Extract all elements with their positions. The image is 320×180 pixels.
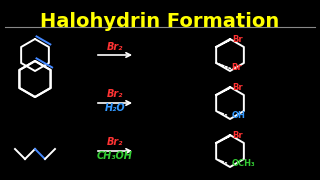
Text: Br: Br [232, 35, 243, 44]
Text: Br₂: Br₂ [107, 42, 123, 52]
Polygon shape [215, 40, 230, 47]
Text: Br: Br [231, 64, 242, 73]
Polygon shape [215, 88, 230, 95]
Text: Br: Br [232, 132, 243, 141]
Text: OH: OH [231, 111, 245, 120]
Text: OCH₃: OCH₃ [231, 159, 255, 168]
Polygon shape [215, 136, 230, 143]
Text: Br₂: Br₂ [107, 89, 123, 99]
Text: Halohydrin Formation: Halohydrin Formation [40, 12, 280, 31]
Text: Br: Br [232, 84, 243, 93]
Text: H₂O: H₂O [105, 103, 125, 113]
Text: Br₂: Br₂ [107, 137, 123, 147]
Text: CH₃OH: CH₃OH [97, 151, 133, 161]
